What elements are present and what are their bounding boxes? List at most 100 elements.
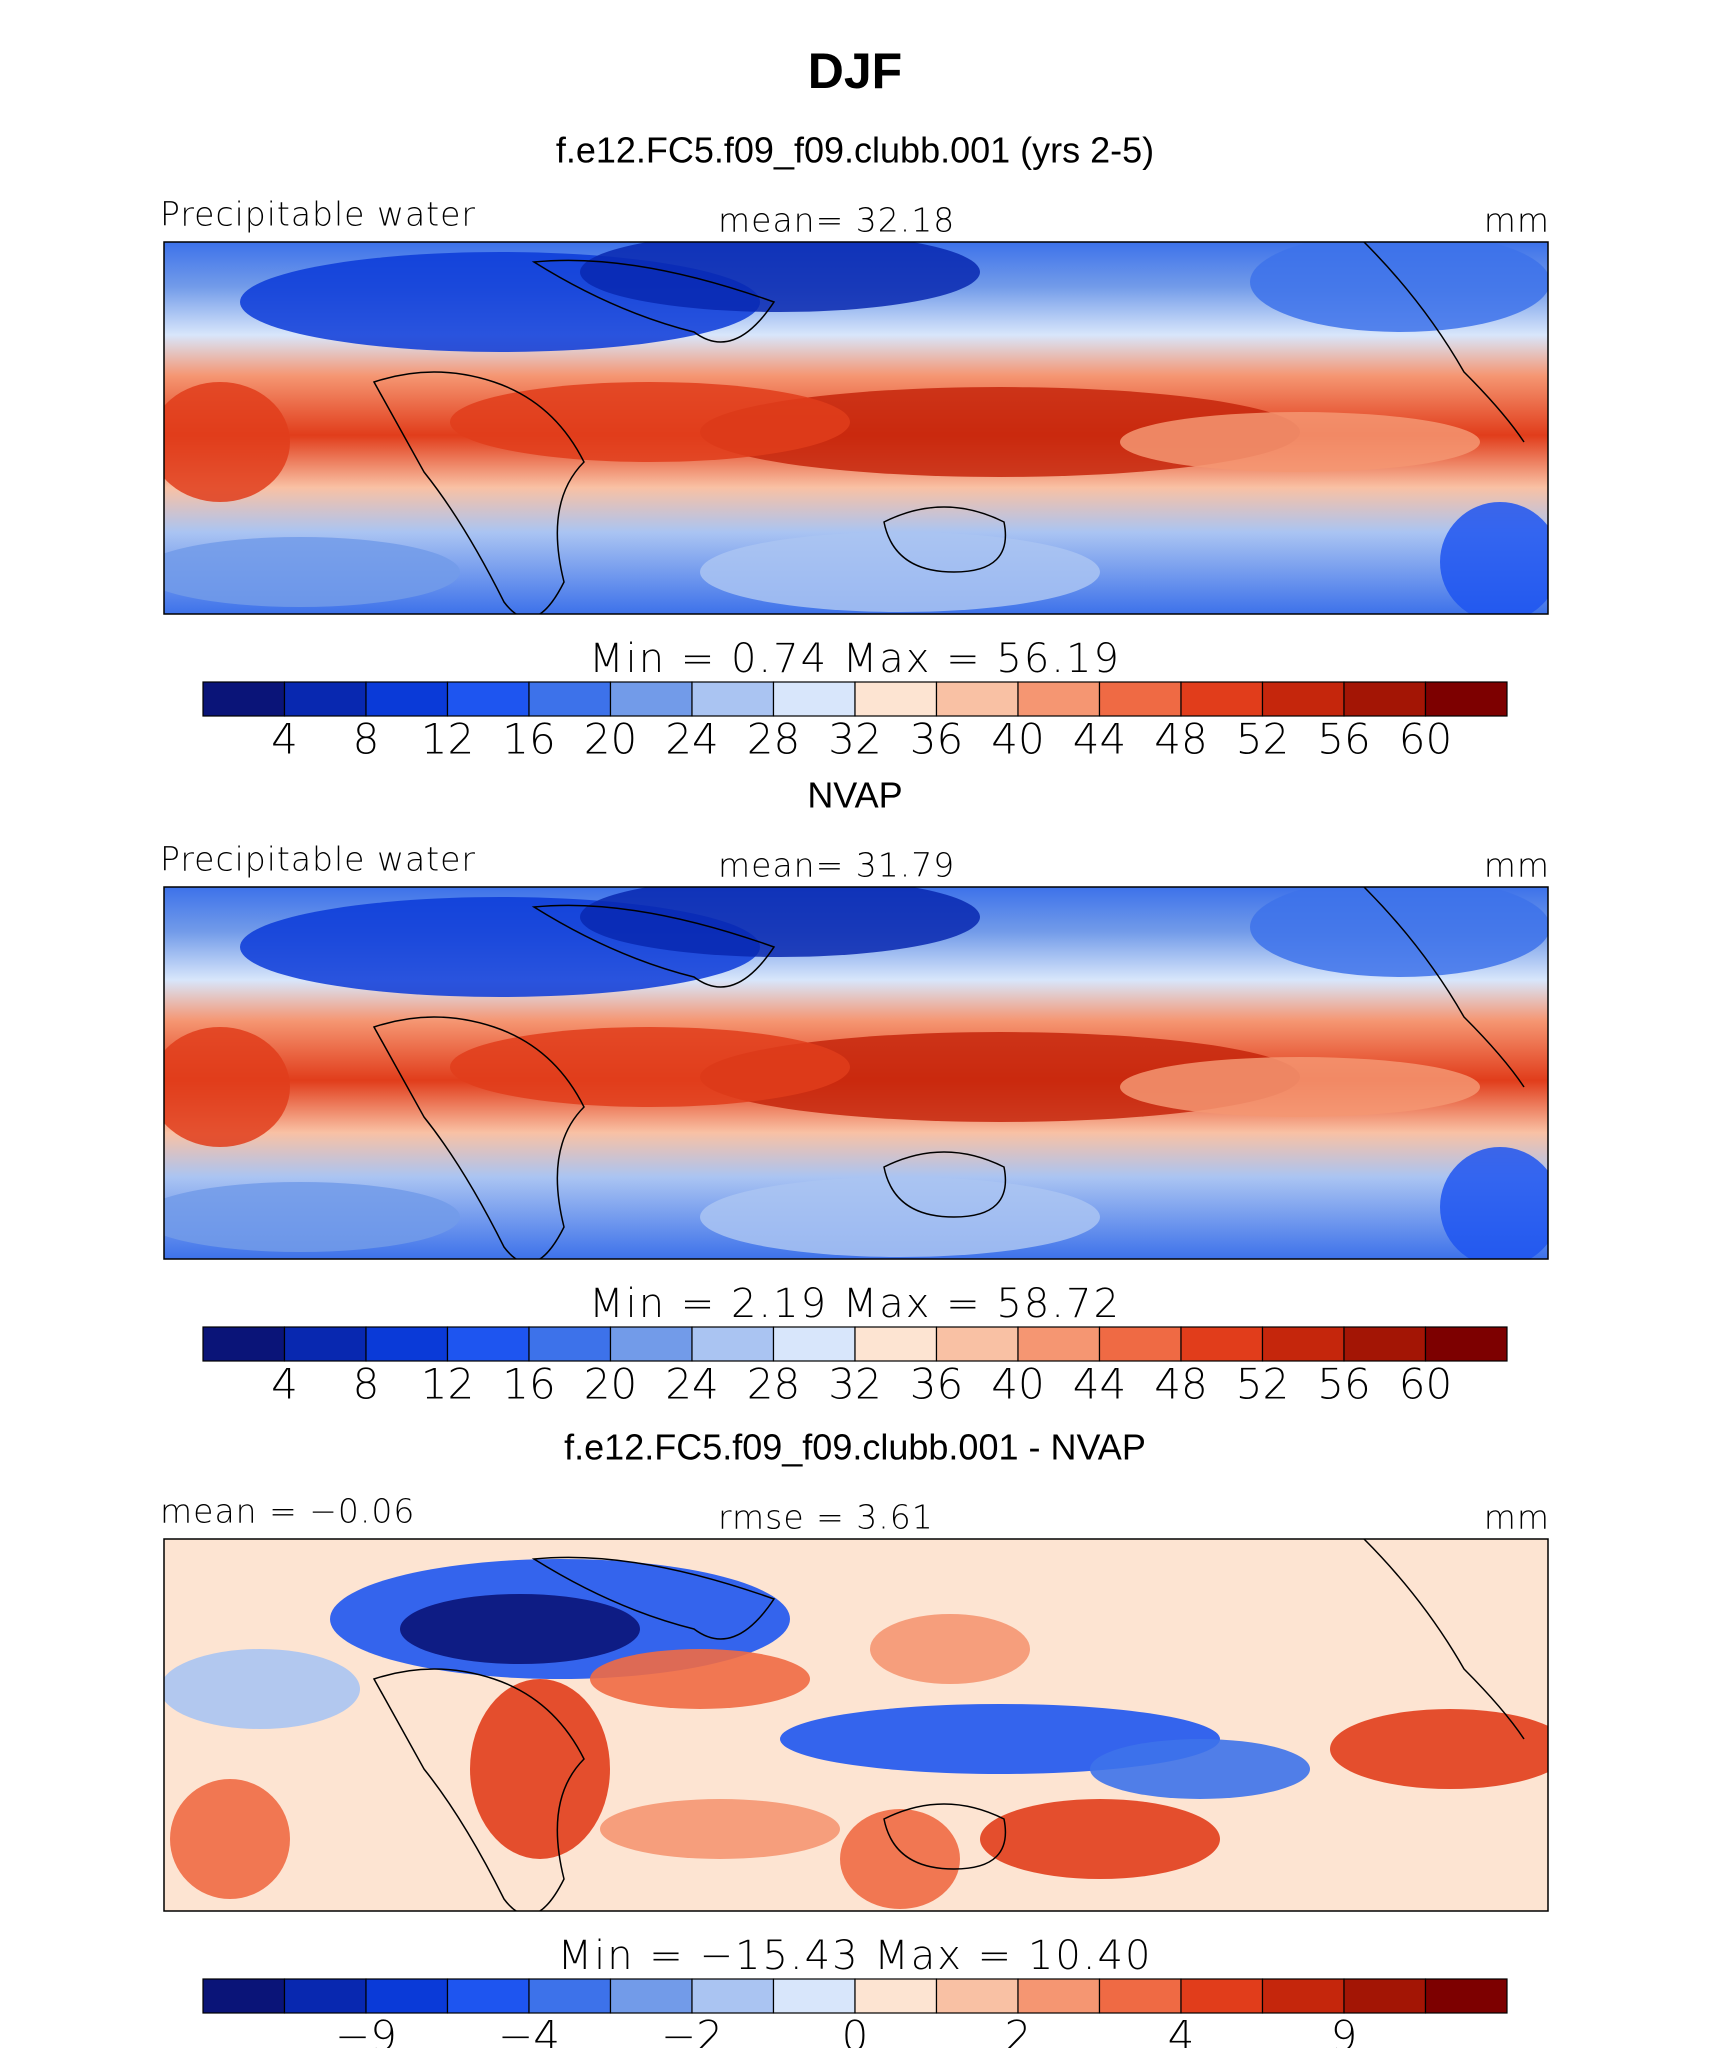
field-blob [1250,242,1548,332]
colorbar-label: 32 [828,1360,881,1409]
colorbar-box [365,681,449,717]
colorbar-box [854,1978,938,2014]
colorbar-box [772,1326,856,1362]
colorbar-label: 16 [502,1360,555,1409]
colorbar-box [1098,1326,1182,1362]
map-field [164,887,1548,1259]
field-blob [590,1649,810,1709]
colorbar-box [1424,1978,1508,2014]
colorbar-box [446,1978,530,2014]
map-field [164,242,1548,614]
colorbar-box [609,1978,693,2014]
colorbar-box [1343,1326,1427,1362]
colorbar-box [283,1978,367,2014]
colorbar-box [1180,681,1264,717]
colorbar-box [854,1326,938,1362]
map-frame [163,1538,1549,1912]
colorbar-label: −4 [498,2012,560,2048]
colorbar-box [1017,1326,1101,1362]
colorbar-box [446,681,530,717]
panel-center-label: rmse = 3.61 [718,1498,934,1537]
field-blob [400,1594,640,1664]
field-blob [450,382,850,462]
colorbar-label: 36 [910,715,963,764]
colorbar-label: 40 [991,1360,1044,1409]
field-blob [840,1809,960,1909]
colorbar-label: 16 [502,715,555,764]
colorbar-label: 8 [353,715,380,764]
panel-unit: mm [1484,846,1550,885]
colorbar-label: 4 [1168,2012,1195,2048]
colorbar-box [202,1978,286,2014]
colorbar-box [609,681,693,717]
colorbar-label: 48 [1154,715,1207,764]
field-blob [164,537,460,607]
field-blob [1250,887,1548,977]
colorbar-label: 56 [1317,715,1370,764]
panel-left-label: Precipitable water [160,195,476,234]
colorbar-box [1424,1326,1508,1362]
field-blob [580,242,980,312]
field-blob [1440,502,1548,614]
coastline [372,242,1525,614]
colorbar-box [691,1978,775,2014]
colorbar-label: 56 [1317,1360,1370,1409]
colorbar-label: 36 [910,1360,963,1409]
field-blob [980,1799,1220,1879]
coastline [372,1539,1525,1911]
colorbar-box [1424,681,1508,717]
colorbar-label: 4 [271,1360,298,1409]
colorbar-label: 60 [1399,715,1452,764]
colorbar-box [528,1326,612,1362]
colorbar-box [1261,1978,1345,2014]
colorbar-box [1343,681,1427,717]
colorbar-label: 40 [991,715,1044,764]
colorbar-box [202,681,286,717]
colorbar-label: 24 [665,1360,718,1409]
colorbar-label: 20 [584,715,637,764]
panel-heading: f.e12.FC5.f09_f09.clubb.001 - NVAP [564,1427,1146,1468]
colorbar-box [365,1978,449,2014]
colorbar-label: 60 [1399,1360,1452,1409]
field-blob [580,887,980,957]
field-blob [870,1614,1030,1684]
panel-left-label: Precipitable water [160,840,476,879]
colorbar-box [1261,681,1345,717]
field-blob [1090,1739,1310,1799]
field-blob [450,1027,850,1107]
field-blob [600,1799,840,1859]
colorbar-box [935,681,1019,717]
map-frame [163,241,1549,615]
colorbar-box [1180,1978,1264,2014]
colorbar-label: 24 [665,715,718,764]
colorbar-box [365,1326,449,1362]
colorbar-label: 44 [1073,715,1126,764]
colorbar-box [528,1978,612,2014]
colorbar-box [446,1326,530,1362]
colorbar-box [202,1326,286,1362]
colorbar-label: 28 [747,715,800,764]
coastline [372,887,1525,1259]
map-frame [163,886,1549,1260]
colorbar-label: 4 [271,715,298,764]
field-blob [700,532,1100,612]
colorbar-label: 32 [828,715,881,764]
min-max: Min = 0.74 Max = 56.19 [589,636,1121,682]
field-blob [1120,1057,1480,1117]
panel-heading: NVAP [807,775,902,816]
colorbar-label: 9 [1331,2012,1358,2048]
colorbar-box [935,1326,1019,1362]
field-blob [470,1679,610,1859]
field-blob [164,1182,460,1252]
field-blob [700,1177,1100,1257]
panel-center-label: mean= 31.79 [718,846,955,885]
figure-title: DJF [808,43,902,99]
field-blob [1120,412,1480,472]
colorbar-label: 0 [842,2012,869,2048]
colorbar-label: 28 [747,1360,800,1409]
colorbar-label: 52 [1236,715,1289,764]
colorbar-box [283,681,367,717]
field-blob [170,1779,290,1899]
colorbar-label: 12 [421,715,474,764]
colorbar-label: 20 [584,1360,637,1409]
